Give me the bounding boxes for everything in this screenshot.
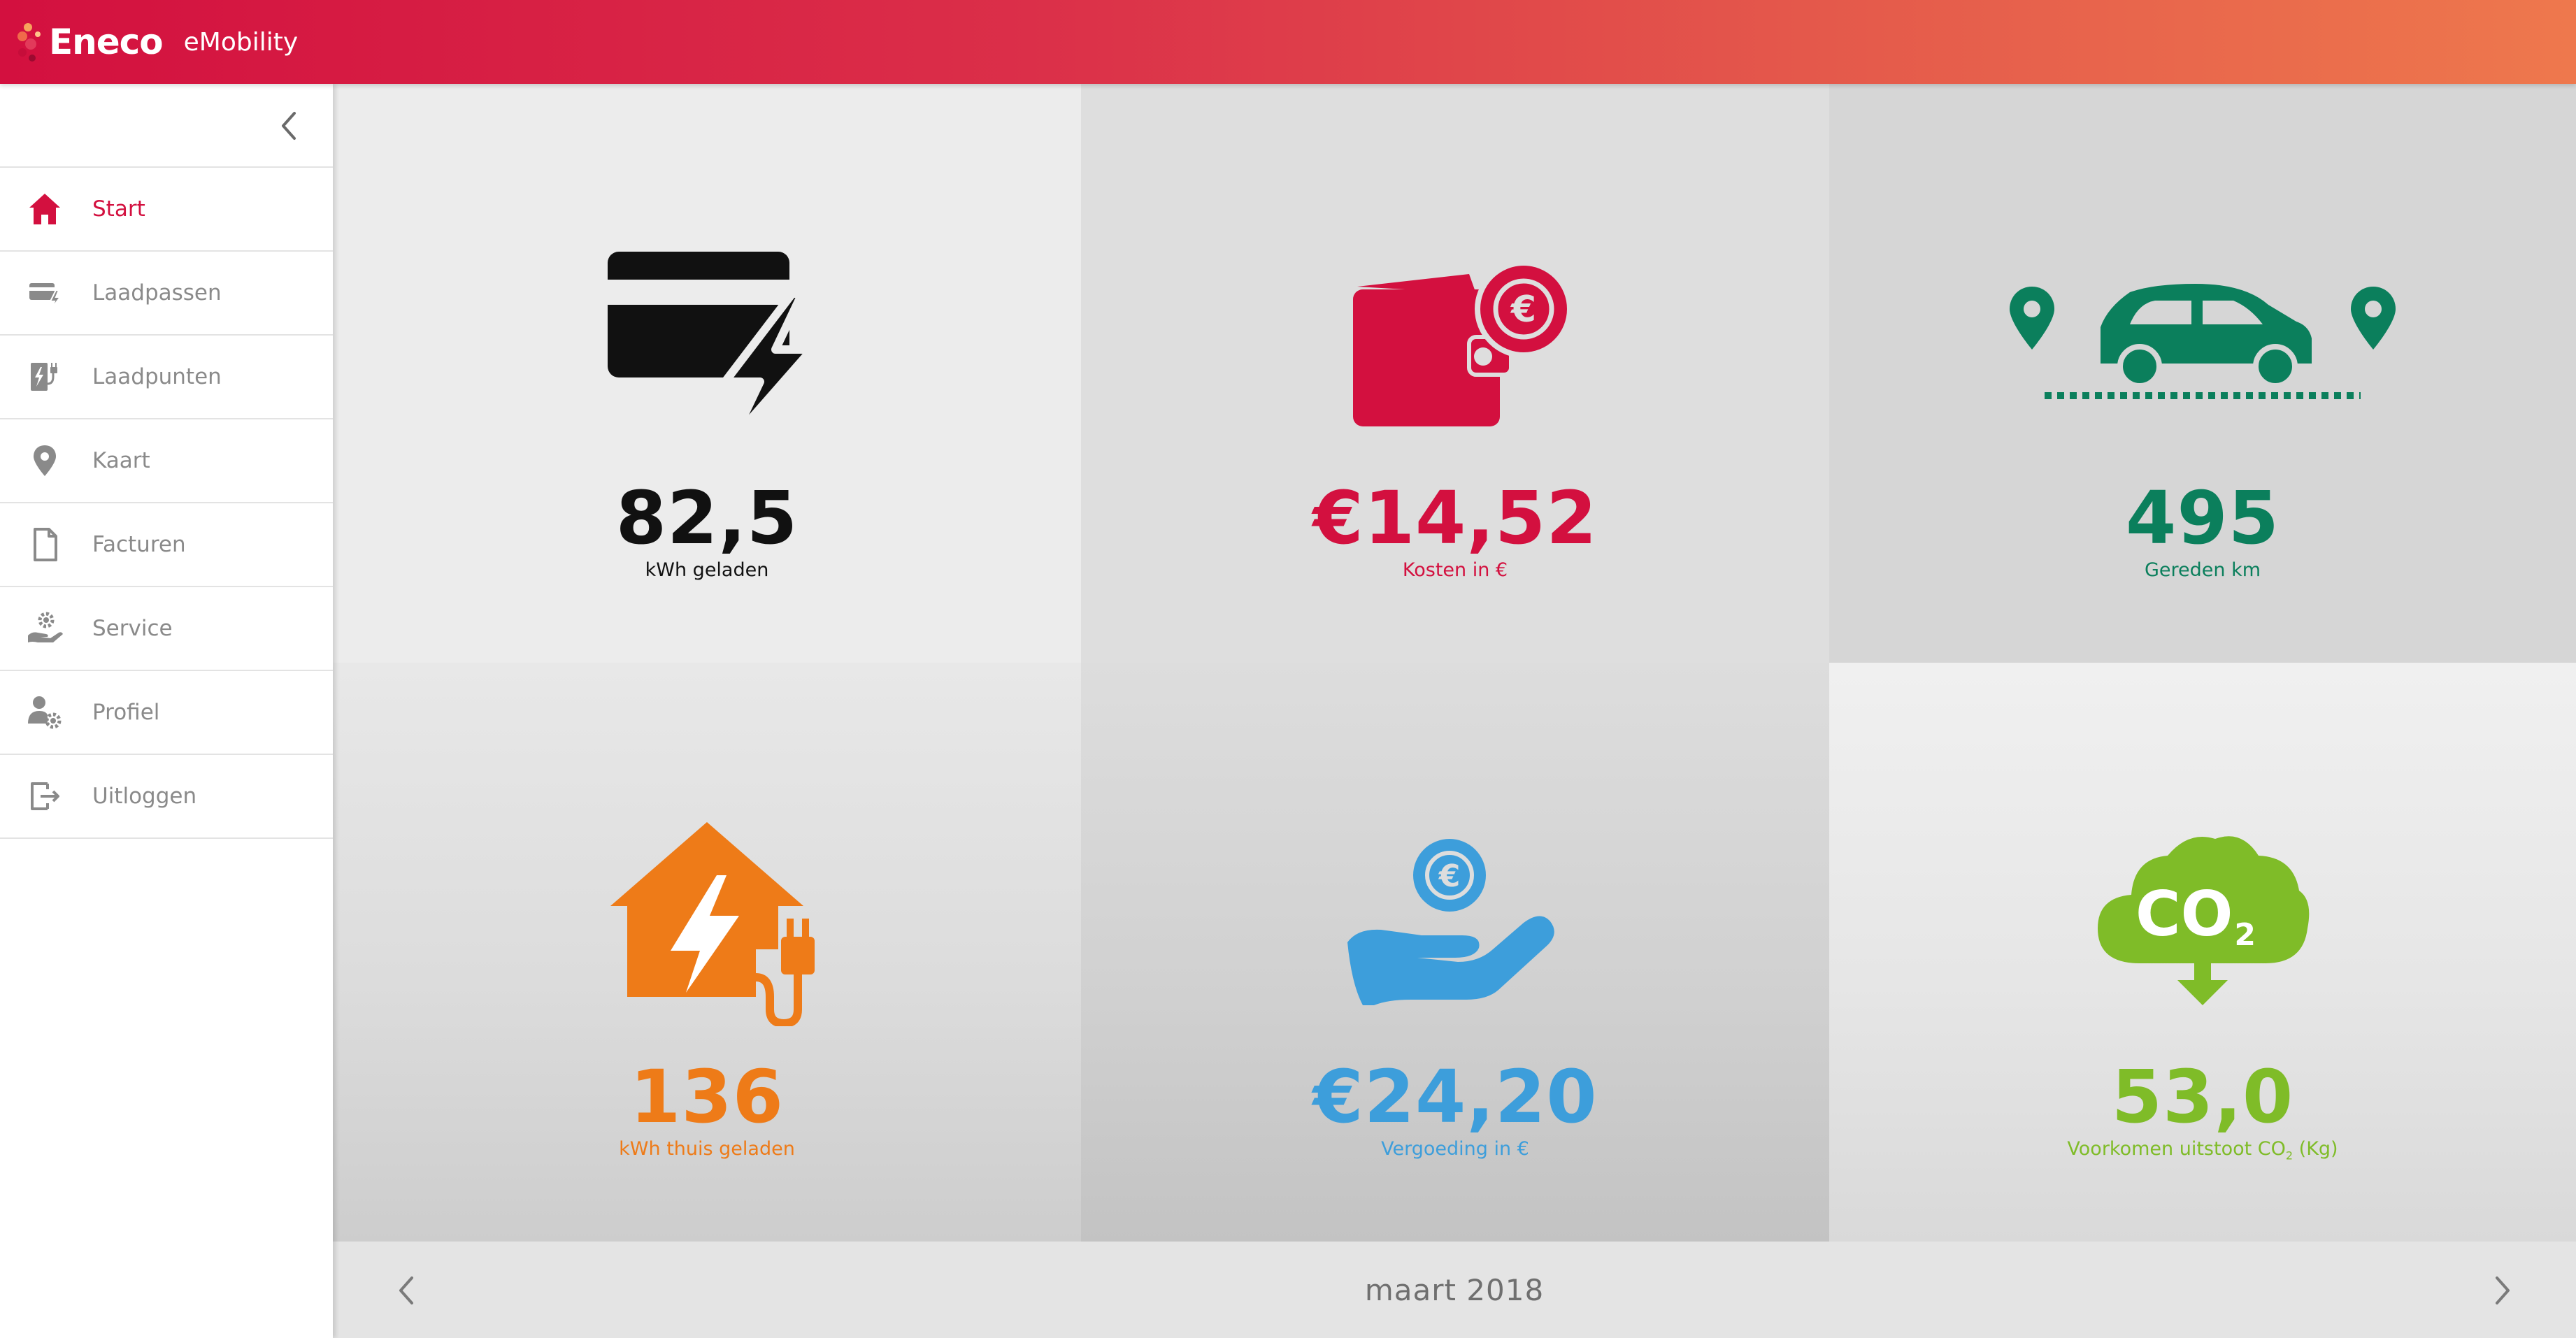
charge-card-lightning-icon [333, 224, 1081, 461]
app-header: Eneco eMobility [0, 0, 2576, 84]
sidebar-item-label: Laadpassen [92, 280, 222, 305]
stat-tile-kwh-charged: 82,5 kWh geladen [333, 84, 1081, 663]
car-route-icon [1829, 224, 2576, 461]
sidebar-item-label: Start [92, 196, 145, 222]
charge-card-icon [24, 272, 66, 314]
sidebar-item-label: Laadpunten [92, 364, 222, 389]
sidebar-item-label: Facturen [92, 532, 186, 557]
sidebar-item-label: Service [92, 616, 173, 641]
chevron-right-icon [2496, 1276, 2510, 1304]
logout-icon [24, 775, 66, 817]
hand-euro-icon: € [1081, 803, 1829, 1040]
house-plug-icon [333, 803, 1081, 1040]
stat-value: 53,0 [2111, 1054, 2294, 1139]
charge-point-icon [24, 356, 66, 398]
stat-label: Vergoeding in € [1381, 1138, 1529, 1160]
stats-grid: 82,5 kWh geladen € €14,52 Kosten in € [333, 84, 2576, 1242]
stat-label: Kosten in € [1402, 559, 1508, 581]
stat-label: kWh geladen [645, 559, 769, 581]
stat-tile-km-driven: 495 Gereden km [1829, 84, 2576, 663]
sidebar-item-laadpunten[interactable]: Laadpunten [0, 336, 333, 419]
stat-value: €14,52 [1312, 475, 1598, 561]
logo-text: Eneco [49, 22, 164, 62]
co2-icon-text: CO2 [2135, 878, 2256, 953]
stat-tile-kwh-home: 136 kWh thuis geladen [333, 663, 1081, 1242]
map-pin-icon [24, 440, 66, 482]
svg-text:€: € [1438, 858, 1461, 894]
sidebar-item-kaart[interactable]: Kaart [0, 419, 333, 503]
stat-tile-co2-avoided: CO2 53,0 Voorkomen uitstoot CO2 (Kg) [1829, 663, 2576, 1242]
chevron-left-icon [399, 1276, 413, 1304]
sidebar-collapse-button[interactable] [271, 109, 305, 143]
sidebar-item-facturen[interactable]: Facturen [0, 503, 333, 587]
eneco-logo[interactable]: Eneco [15, 13, 164, 71]
sidebar-item-label: Uitloggen [92, 784, 197, 809]
svg-text:€: € [1510, 289, 1536, 331]
previous-month-button[interactable] [386, 1271, 425, 1310]
service-hand-gear-icon [24, 607, 66, 649]
wallet-euro-icon: € [1081, 224, 1829, 461]
sidebar-item-label: Kaart [92, 448, 150, 473]
stat-label: Gereden km [2144, 559, 2261, 581]
stat-label-tail: (Kg) [2293, 1138, 2338, 1160]
month-navigation: maart 2018 [333, 1242, 2576, 1338]
sidebar-item-uitloggen[interactable]: Uitloggen [0, 755, 333, 839]
home-icon [24, 188, 66, 230]
stat-value: 82,5 [615, 475, 799, 561]
stat-label: kWh thuis geladen [619, 1138, 795, 1160]
profile-gear-icon [24, 691, 66, 733]
chevron-left-icon [282, 112, 296, 140]
stat-label-sub: 2 [2285, 1149, 2294, 1163]
sidebar-item-profiel[interactable]: Profiel [0, 671, 333, 755]
stat-value: €24,20 [1312, 1054, 1598, 1139]
eneco-logo-icon [17, 23, 41, 62]
app-name: eMobility [183, 27, 299, 57]
co2-cloud-icon: CO2 [1829, 803, 2576, 1040]
sidebar-item-service[interactable]: Service [0, 587, 333, 671]
stat-tile-compensation: € €24,20 Vergoeding in € [1081, 663, 1829, 1242]
stat-value: 136 [629, 1054, 785, 1139]
sidebar: Start Laadpassen Laadpunten [0, 84, 333, 1338]
current-month-label: maart 2018 [1364, 1272, 1545, 1307]
stat-tile-costs: € €14,52 Kosten in € [1081, 84, 1829, 663]
sidebar-item-laadpassen[interactable]: Laadpassen [0, 252, 333, 336]
sidebar-item-start[interactable]: Start [0, 168, 333, 252]
sidebar-item-label: Profiel [92, 700, 160, 725]
next-month-button[interactable] [2484, 1271, 2523, 1310]
document-icon [24, 524, 66, 566]
stat-label-main: Voorkomen uitstoot CO [2067, 1138, 2286, 1160]
stat-value: 495 [2125, 475, 2280, 561]
sidebar-collapse-row [0, 84, 333, 168]
stat-label: Voorkomen uitstoot CO2 (Kg) [1829, 1138, 2576, 1162]
